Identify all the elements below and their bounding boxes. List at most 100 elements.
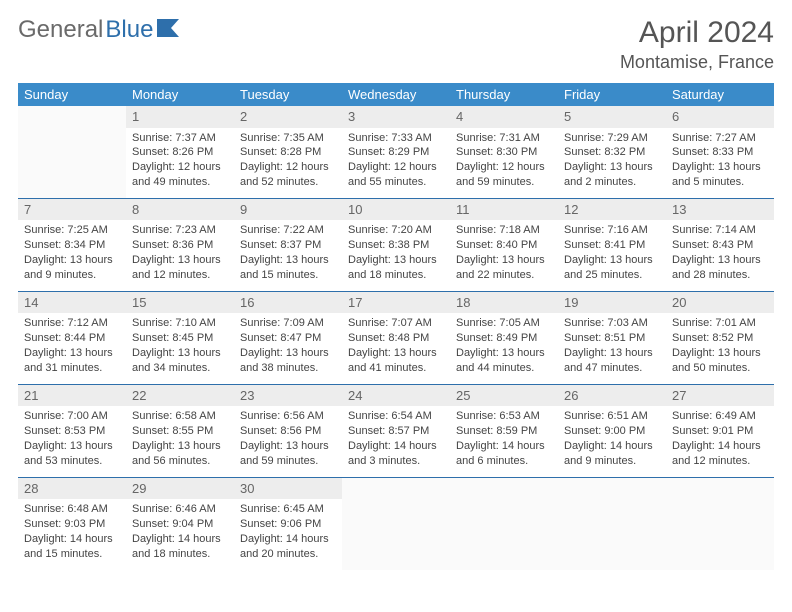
sunrise-text: Sunrise: 6:56 AM [240, 409, 336, 424]
calendar-cell: 13Sunrise: 7:14 AMSunset: 8:43 PMDayligh… [666, 198, 774, 291]
calendar-cell: 8Sunrise: 7:23 AMSunset: 8:36 PMDaylight… [126, 198, 234, 291]
sunrise-text: Sunrise: 6:58 AM [132, 409, 228, 424]
calendar-cell: 25Sunrise: 6:53 AMSunset: 8:59 PMDayligh… [450, 384, 558, 477]
weekday-header: Wednesday [342, 83, 450, 106]
month-title: April 2024 [620, 16, 774, 50]
calendar-table: Sunday Monday Tuesday Wednesday Thursday… [18, 83, 774, 570]
calendar-cell: . [558, 477, 666, 569]
sunset-text: Sunset: 8:36 PM [132, 238, 228, 253]
calendar-cell: 4Sunrise: 7:31 AMSunset: 8:30 PMDaylight… [450, 106, 558, 198]
sunrise-text: Sunrise: 7:03 AM [564, 316, 660, 331]
sunset-text: Sunset: 8:37 PM [240, 238, 336, 253]
daylight-text: Daylight: 13 hours [240, 346, 336, 361]
sunset-text: Sunset: 8:43 PM [672, 238, 768, 253]
sunrise-text: Sunrise: 7:07 AM [348, 316, 444, 331]
daylight-text: and 25 minutes. [564, 268, 660, 283]
daylight-text: Daylight: 12 hours [132, 160, 228, 175]
calendar-cell: 21Sunrise: 7:00 AMSunset: 8:53 PMDayligh… [18, 384, 126, 477]
day-number: 27 [666, 385, 774, 407]
daylight-text: Daylight: 12 hours [240, 160, 336, 175]
daylight-text: and 15 minutes. [24, 547, 120, 562]
sunrise-text: Sunrise: 6:54 AM [348, 409, 444, 424]
day-number: 3 [342, 106, 450, 128]
daylight-text: Daylight: 14 hours [456, 439, 552, 454]
sunset-text: Sunset: 8:30 PM [456, 145, 552, 160]
daylight-text: and 20 minutes. [240, 547, 336, 562]
sunrise-text: Sunrise: 7:20 AM [348, 223, 444, 238]
sunrise-text: Sunrise: 6:53 AM [456, 409, 552, 424]
daylight-text: and 49 minutes. [132, 175, 228, 190]
day-number: 15 [126, 292, 234, 314]
sunrise-text: Sunrise: 7:22 AM [240, 223, 336, 238]
daylight-text: Daylight: 14 hours [132, 532, 228, 547]
calendar-cell: . [18, 106, 126, 198]
calendar-cell: 3Sunrise: 7:33 AMSunset: 8:29 PMDaylight… [342, 106, 450, 198]
daylight-text: Daylight: 13 hours [24, 253, 120, 268]
logo-flag-icon [157, 16, 185, 34]
day-number: 1 [126, 106, 234, 128]
calendar-row: 14Sunrise: 7:12 AMSunset: 8:44 PMDayligh… [18, 291, 774, 384]
calendar-cell: 18Sunrise: 7:05 AMSunset: 8:49 PMDayligh… [450, 291, 558, 384]
calendar-cell: 29Sunrise: 6:46 AMSunset: 9:04 PMDayligh… [126, 477, 234, 569]
daylight-text: and 53 minutes. [24, 454, 120, 469]
daylight-text: Daylight: 14 hours [672, 439, 768, 454]
day-number: 8 [126, 199, 234, 221]
daylight-text: and 31 minutes. [24, 361, 120, 376]
daylight-text: Daylight: 13 hours [564, 160, 660, 175]
sunset-text: Sunset: 8:52 PM [672, 331, 768, 346]
day-number: 20 [666, 292, 774, 314]
sunrise-text: Sunrise: 7:35 AM [240, 131, 336, 146]
calendar-cell: 9Sunrise: 7:22 AMSunset: 8:37 PMDaylight… [234, 198, 342, 291]
day-number: 23 [234, 385, 342, 407]
daylight-text: and 56 minutes. [132, 454, 228, 469]
sunrise-text: Sunrise: 6:48 AM [24, 502, 120, 517]
day-number: 10 [342, 199, 450, 221]
sunset-text: Sunset: 8:51 PM [564, 331, 660, 346]
daylight-text: Daylight: 14 hours [24, 532, 120, 547]
calendar-cell: 12Sunrise: 7:16 AMSunset: 8:41 PMDayligh… [558, 198, 666, 291]
day-number: 17 [342, 292, 450, 314]
calendar-row: 21Sunrise: 7:00 AMSunset: 8:53 PMDayligh… [18, 384, 774, 477]
sunset-text: Sunset: 8:40 PM [456, 238, 552, 253]
day-number: 5 [558, 106, 666, 128]
daylight-text: and 41 minutes. [348, 361, 444, 376]
calendar-cell: . [342, 477, 450, 569]
daylight-text: and 3 minutes. [348, 454, 444, 469]
day-number: 9 [234, 199, 342, 221]
sunrise-text: Sunrise: 6:45 AM [240, 502, 336, 517]
daylight-text: Daylight: 13 hours [348, 346, 444, 361]
daylight-text: and 18 minutes. [348, 268, 444, 283]
sunrise-text: Sunrise: 7:14 AM [672, 223, 768, 238]
daylight-text: and 55 minutes. [348, 175, 444, 190]
daylight-text: Daylight: 14 hours [564, 439, 660, 454]
daylight-text: and 38 minutes. [240, 361, 336, 376]
day-number: 30 [234, 478, 342, 500]
sunset-text: Sunset: 8:56 PM [240, 424, 336, 439]
calendar-cell: 5Sunrise: 7:29 AMSunset: 8:32 PMDaylight… [558, 106, 666, 198]
daylight-text: Daylight: 13 hours [132, 346, 228, 361]
calendar-cell: 30Sunrise: 6:45 AMSunset: 9:06 PMDayligh… [234, 477, 342, 569]
sunset-text: Sunset: 8:33 PM [672, 145, 768, 160]
logo-text-gray: General [18, 16, 103, 44]
calendar-header-row: Sunday Monday Tuesday Wednesday Thursday… [18, 83, 774, 106]
day-number: 13 [666, 199, 774, 221]
daylight-text: Daylight: 14 hours [240, 532, 336, 547]
sunrise-text: Sunrise: 6:51 AM [564, 409, 660, 424]
calendar-row: 7Sunrise: 7:25 AMSunset: 8:34 PMDaylight… [18, 198, 774, 291]
daylight-text: Daylight: 13 hours [456, 346, 552, 361]
daylight-text: and 12 minutes. [132, 268, 228, 283]
daylight-text: and 12 minutes. [672, 454, 768, 469]
location: Montamise, France [620, 52, 774, 73]
header: GeneralBlue April 2024 Montamise, France [18, 16, 774, 73]
calendar-cell: 6Sunrise: 7:27 AMSunset: 8:33 PMDaylight… [666, 106, 774, 198]
calendar-cell: 28Sunrise: 6:48 AMSunset: 9:03 PMDayligh… [18, 477, 126, 569]
calendar-cell: 20Sunrise: 7:01 AMSunset: 8:52 PMDayligh… [666, 291, 774, 384]
daylight-text: Daylight: 13 hours [348, 253, 444, 268]
daylight-text: and 52 minutes. [240, 175, 336, 190]
daylight-text: and 9 minutes. [564, 454, 660, 469]
daylight-text: and 28 minutes. [672, 268, 768, 283]
sunrise-text: Sunrise: 7:18 AM [456, 223, 552, 238]
sunset-text: Sunset: 8:44 PM [24, 331, 120, 346]
weekday-header: Monday [126, 83, 234, 106]
sunrise-text: Sunrise: 7:25 AM [24, 223, 120, 238]
